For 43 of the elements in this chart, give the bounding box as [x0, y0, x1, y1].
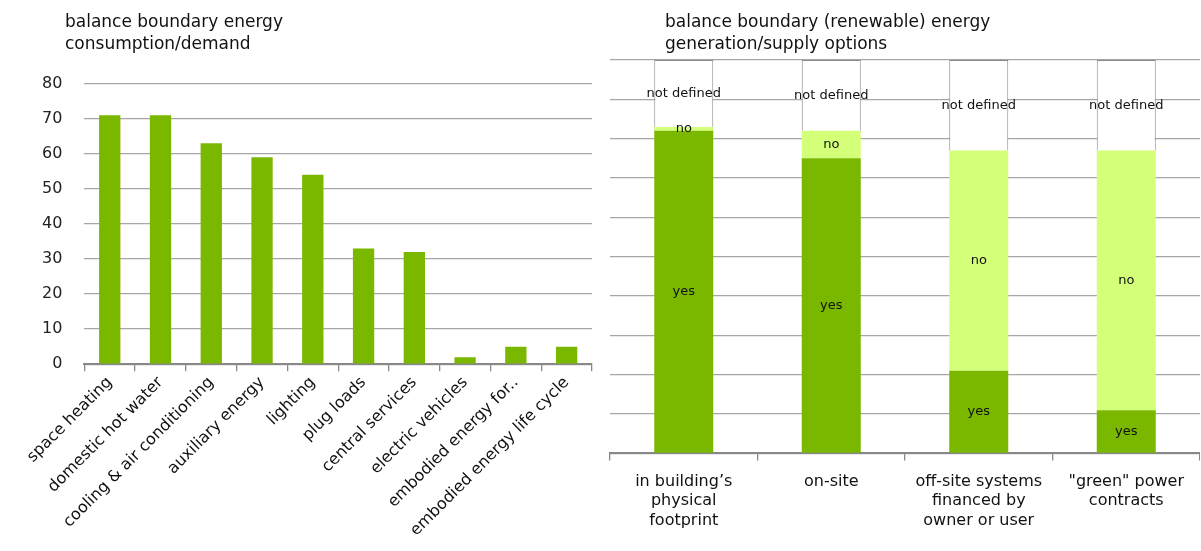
- chart-title: balance boundary (renewable) energy generation/supply options: [665, 10, 992, 54]
- bar: [949, 150, 1009, 371]
- y-tick-label: 10: [42, 318, 63, 338]
- text: no: [970, 252, 987, 268]
- text: yes: [967, 403, 990, 419]
- text: yes: [820, 296, 843, 312]
- bar: [801, 130, 861, 159]
- bar: [801, 158, 861, 453]
- bar: [149, 115, 172, 364]
- y-tick-label: 70: [42, 107, 63, 127]
- bar: [505, 346, 527, 364]
- bar: [99, 115, 121, 364]
- x-tick-label: on-site: [803, 471, 859, 491]
- bar: [654, 130, 714, 453]
- text: not defined: [941, 96, 1016, 112]
- x-tick-label: "green" power contracts: [1068, 471, 1185, 510]
- chart-title: balance boundary energy consumption/demand: [65, 10, 284, 54]
- y-tick-label: 20: [42, 283, 63, 303]
- bar: [1096, 150, 1156, 411]
- y-tick-label: 50: [42, 177, 63, 197]
- text: not defined: [794, 86, 869, 102]
- text: not defined: [1089, 96, 1164, 112]
- bar: [352, 248, 375, 364]
- bar: [1096, 410, 1156, 453]
- bar: [403, 251, 425, 364]
- series-label: not defined: [646, 84, 721, 100]
- bar: [302, 174, 324, 364]
- bar: [555, 346, 578, 364]
- series-label: yes: [1115, 422, 1138, 438]
- x-tick-label: in building’s physical footprint: [635, 471, 733, 529]
- bar: [949, 370, 1009, 453]
- text: no: [1118, 271, 1135, 287]
- y-tick-label: 30: [42, 248, 63, 268]
- text: yes: [672, 283, 695, 299]
- y-tick-label: 0: [52, 353, 63, 373]
- bar: [200, 143, 222, 364]
- bar: [454, 357, 476, 364]
- text: no: [823, 135, 840, 151]
- y-tick-label: 60: [42, 142, 63, 162]
- y-tick-label: 40: [42, 213, 63, 233]
- x-tick-label: off-site systems financed by owner or user: [915, 471, 1043, 529]
- bar: [251, 157, 273, 364]
- y-tick-label: 80: [42, 72, 63, 92]
